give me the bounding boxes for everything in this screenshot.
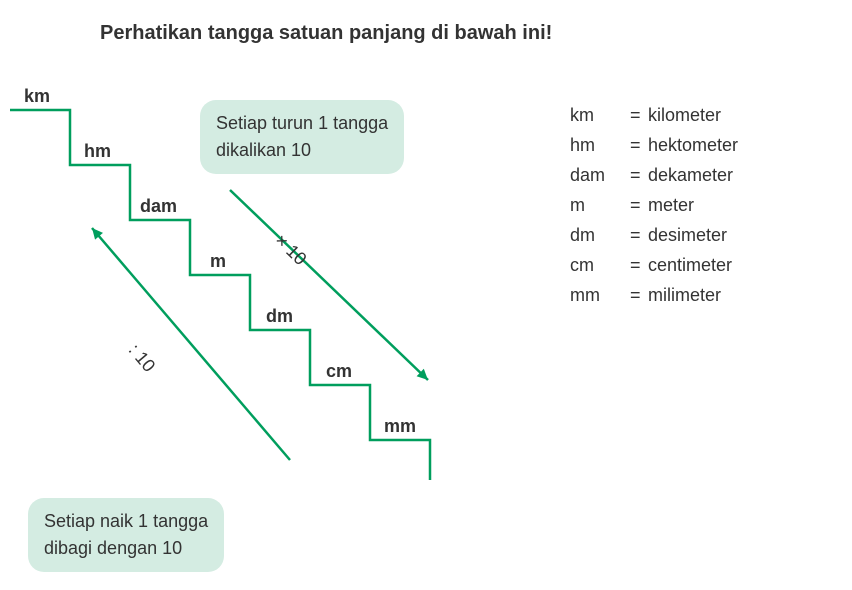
- callout-down: Setiap turun 1 tangga dikalikan 10: [200, 100, 404, 174]
- legend-abbr: hm: [570, 130, 630, 160]
- legend-equals: =: [630, 220, 648, 250]
- legend-abbr: mm: [570, 280, 630, 310]
- legend-row-cm: cm= centimeter: [570, 250, 738, 280]
- legend-abbr: dm: [570, 220, 630, 250]
- step-label-hm: hm: [84, 141, 111, 162]
- legend-equals: =: [630, 280, 648, 310]
- legend-row-mm: mm= milimeter: [570, 280, 738, 310]
- step-label-km: km: [24, 86, 50, 107]
- callout-down-line1: Setiap turun 1 tangga: [216, 110, 388, 137]
- legend-equals: =: [630, 160, 648, 190]
- step-label-mm: mm: [384, 416, 416, 437]
- down-arrow: [230, 190, 428, 380]
- callout-up-line1: Setiap naik 1 tangga: [44, 508, 208, 535]
- step-label-dam: dam: [140, 196, 177, 217]
- legend-name: meter: [648, 190, 694, 220]
- legend-row-km: km= kilometer: [570, 100, 738, 130]
- legend-abbr: dam: [570, 160, 630, 190]
- callout-up-line2: dibagi dengan 10: [44, 535, 208, 562]
- legend: km= kilometerhm= hektometerdam= dekamete…: [570, 100, 738, 310]
- legend-abbr: cm: [570, 250, 630, 280]
- down-arrow-line: [230, 190, 428, 380]
- legend-equals: =: [630, 190, 648, 220]
- legend-abbr: km: [570, 100, 630, 130]
- legend-abbr: m: [570, 190, 630, 220]
- legend-name: kilometer: [648, 100, 721, 130]
- legend-name: milimeter: [648, 280, 721, 310]
- step-label-dm: dm: [266, 306, 293, 327]
- legend-name: hektometer: [648, 130, 738, 160]
- step-label-cm: cm: [326, 361, 352, 382]
- legend-equals: =: [630, 130, 648, 160]
- legend-row-dm: dm= desimeter: [570, 220, 738, 250]
- callout-down-line2: dikalikan 10: [216, 137, 388, 164]
- legend-row-dam: dam= dekameter: [570, 160, 738, 190]
- step-label-m: m: [210, 251, 226, 272]
- legend-row-m: m= meter: [570, 190, 738, 220]
- legend-name: dekameter: [648, 160, 733, 190]
- legend-equals: =: [630, 250, 648, 280]
- legend-equals: =: [630, 100, 648, 130]
- legend-name: centimeter: [648, 250, 732, 280]
- legend-row-hm: hm= hektometer: [570, 130, 738, 160]
- callout-up: Setiap naik 1 tangga dibagi dengan 10: [28, 498, 224, 572]
- legend-name: desimeter: [648, 220, 727, 250]
